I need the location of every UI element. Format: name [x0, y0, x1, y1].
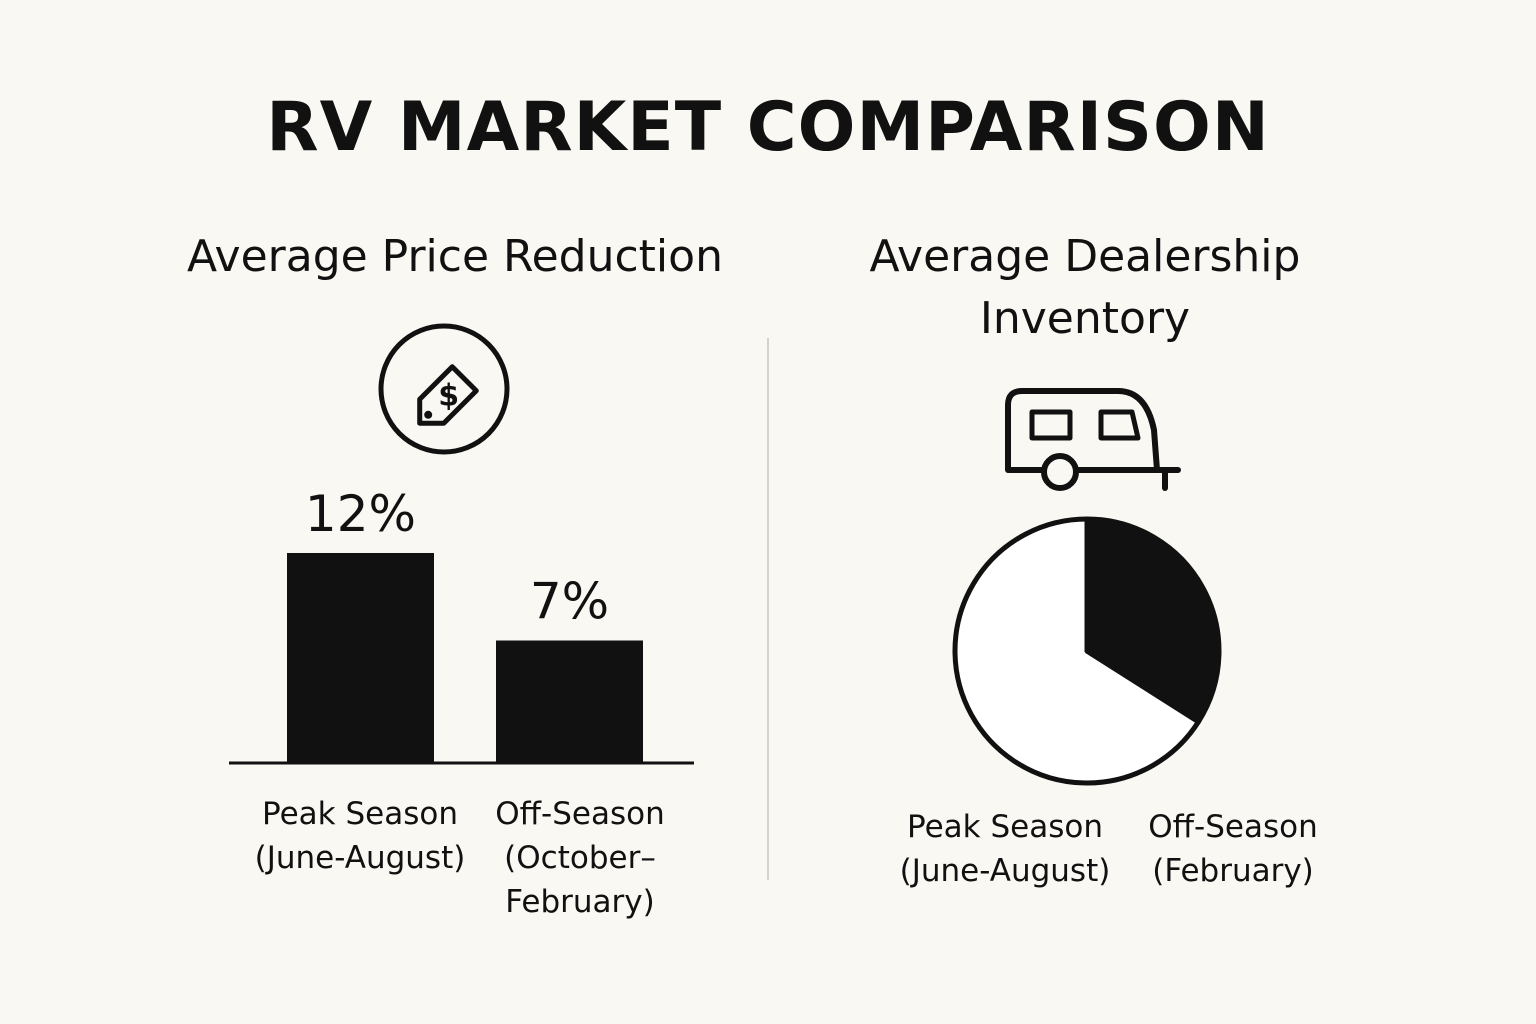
camper-trailer-icon	[1005, 388, 1181, 491]
pie-category-detail-1: (June-August)	[899, 853, 1111, 889]
pie-chart-title-line-1: Average Dealership	[869, 231, 1301, 282]
bar-category-detail-1-1: (June-August)	[254, 840, 466, 876]
bar-1	[287, 553, 434, 763]
panel-divider	[767, 338, 769, 880]
bar-value-label-2: 7%	[530, 573, 609, 631]
bar-category-detail-2-1: (October–	[504, 840, 656, 876]
bar-category-detail-2-2: February)	[505, 884, 655, 920]
pie-slice-1	[952, 516, 1201, 786]
bar-chart-title: Average Price Reduction	[187, 231, 723, 282]
bar-category-name-1: Peak Season	[262, 796, 458, 832]
pie-chart-title-line-2: Inventory	[979, 293, 1191, 344]
bar-category-label-1: Peak Season (June-August)	[230, 792, 490, 880]
pie-category-name-2: Off-Season	[1148, 809, 1318, 845]
pie-category-name-1: Peak Season	[907, 809, 1103, 845]
bar-value-label-1: 12%	[305, 485, 416, 543]
bar-category-name-2: Off-Season	[495, 796, 665, 832]
pie-category-label-1: Peak Season (June-August)	[880, 805, 1130, 893]
bar-category-label-2: Off-Season (October– February)	[450, 792, 710, 924]
pie-chart-title: Average Dealership Inventory	[840, 226, 1330, 350]
pie-category-label-2: Off-Season (February)	[1108, 805, 1358, 893]
svg-text:$: $	[438, 378, 459, 413]
bar-chart-plot: 12% 7%	[229, 485, 694, 765]
pie-chart-plot	[952, 516, 1222, 786]
bar-2	[496, 640, 643, 763]
pie-category-detail-2: (February)	[1152, 853, 1314, 889]
page-title: RV MARKET COMPARISON	[266, 88, 1270, 167]
pie-slice-2	[1084, 516, 1222, 725]
price-tag-icon: $	[378, 323, 510, 455]
